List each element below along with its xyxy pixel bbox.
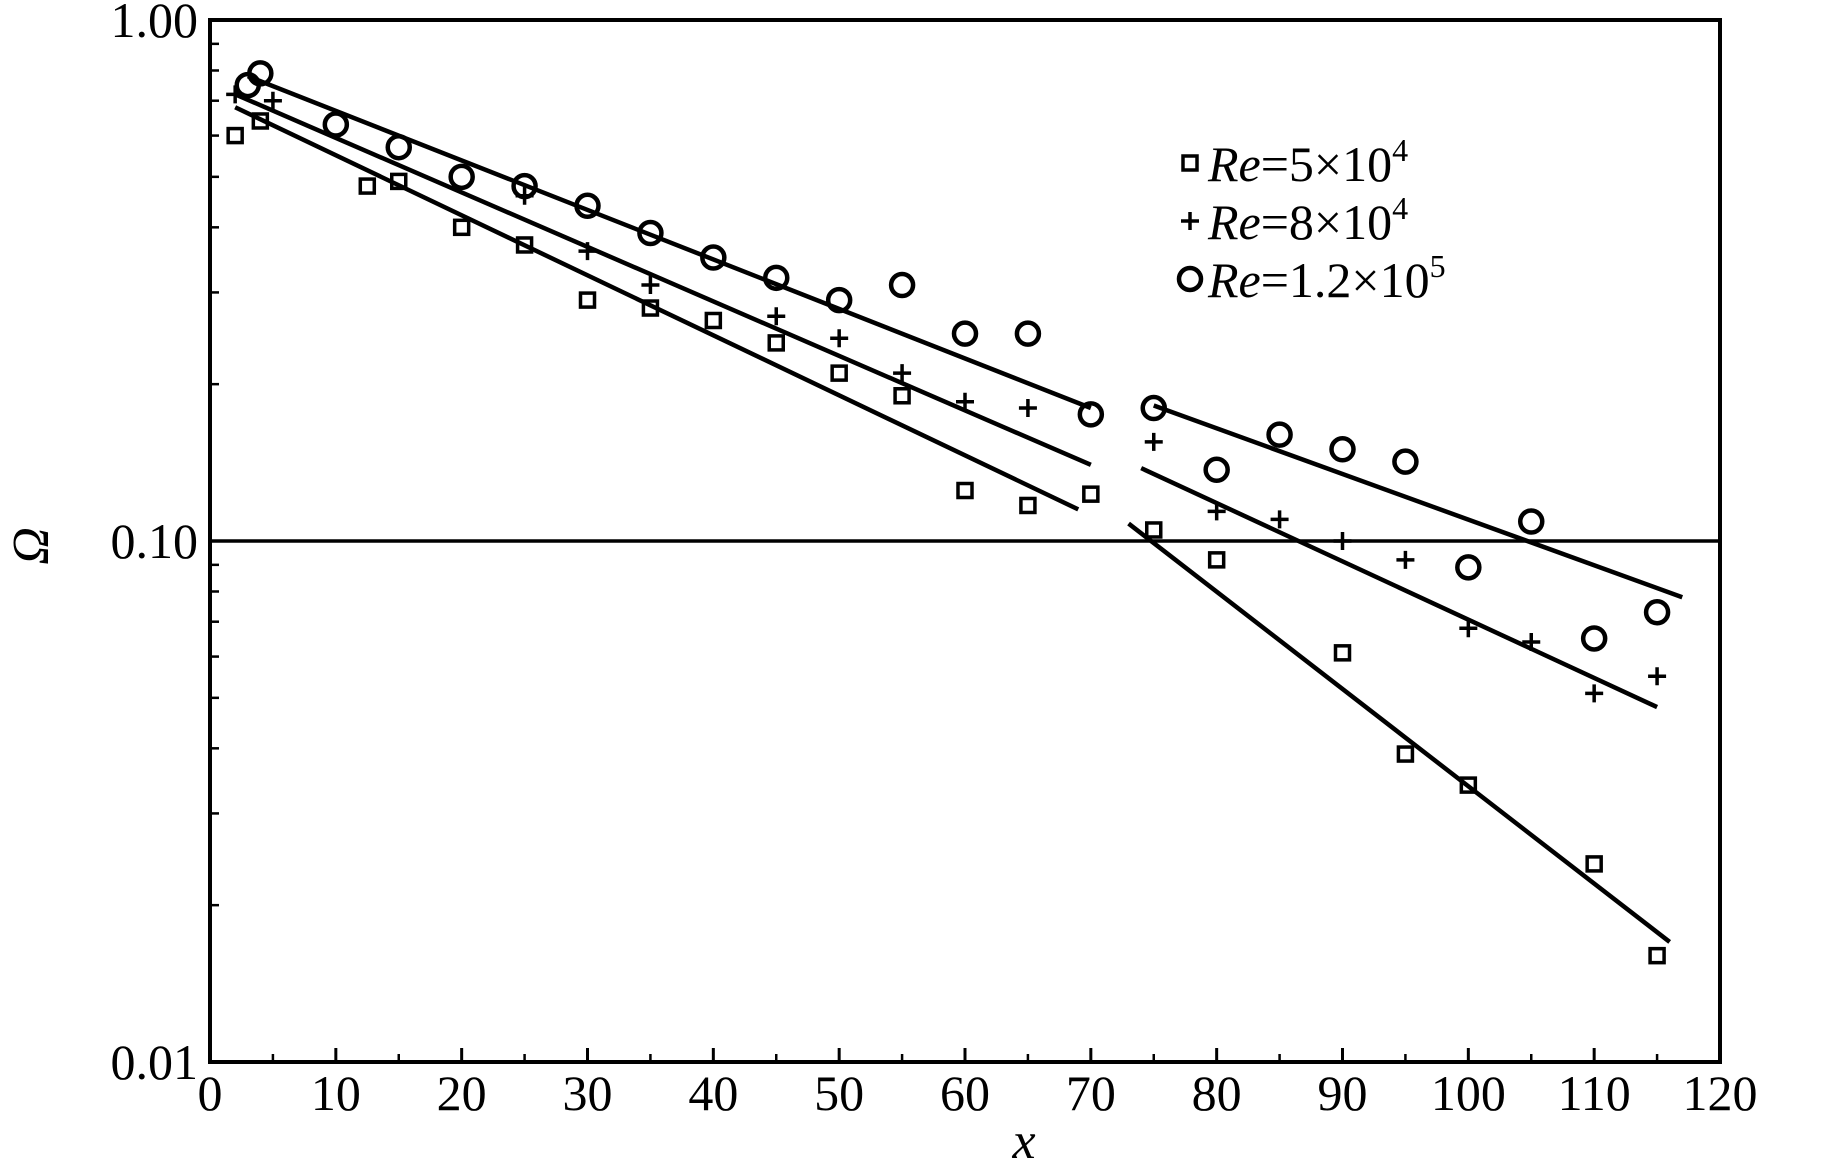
data-point-plus	[1207, 502, 1226, 521]
data-point-square	[226, 126, 244, 145]
data-point-circle	[951, 320, 979, 347]
data-point-circle	[448, 163, 475, 191]
data-point-plus	[893, 364, 912, 383]
data-point-square	[1207, 551, 1226, 569]
data-point-circle	[322, 111, 350, 138]
data-point-circle	[1077, 401, 1105, 428]
y-tick-label: 0.10	[111, 513, 199, 569]
x-tick-label: 30	[563, 1065, 613, 1121]
data-point-square	[1145, 521, 1163, 539]
data-point-plus	[1018, 399, 1037, 418]
x-tick-label: 80	[1192, 1065, 1242, 1121]
data-point-plus	[641, 276, 660, 295]
x-tick-label: 60	[940, 1065, 990, 1121]
data-point-plus	[1648, 667, 1667, 686]
data-point-circle	[700, 244, 727, 271]
x-tick-label: 70	[1066, 1065, 1116, 1121]
data-point-plus	[830, 329, 849, 348]
y-tick-label: 0.01	[111, 1034, 199, 1090]
data-point-square	[830, 364, 848, 382]
data-point-circle	[1580, 625, 1608, 652]
data-point-plus	[1459, 619, 1478, 638]
x-tick-label: 10	[311, 1065, 361, 1121]
x-axis-title: x	[1011, 1113, 1035, 1168]
data-point-square	[704, 311, 723, 330]
data-point-square	[1585, 855, 1603, 873]
data-point-circle	[1014, 320, 1042, 347]
data-point-plus	[1270, 510, 1289, 529]
data-point-square	[1333, 644, 1352, 662]
legend-marker-plus	[1181, 212, 1199, 230]
x-tick-label: 120	[1683, 1065, 1758, 1121]
fit-line	[1127, 521, 1672, 944]
data-point-plus	[767, 307, 786, 326]
data-point-circle	[385, 133, 412, 161]
data-point-square	[452, 218, 471, 237]
data-point-square	[641, 299, 660, 317]
x-tick-label: 90	[1318, 1065, 1368, 1121]
fit-line	[234, 92, 1092, 467]
x-tick-label: 110	[1558, 1065, 1631, 1121]
data-point-square	[1459, 776, 1478, 794]
data-point-circle	[1392, 448, 1419, 475]
data-point-plus	[1396, 550, 1415, 569]
data-point-square	[251, 112, 270, 130]
data-points-group	[226, 60, 1671, 965]
data-point-circle	[763, 264, 790, 292]
data-point-circle	[637, 219, 664, 247]
data-point-circle	[1140, 394, 1167, 422]
legend-marker-square	[1181, 154, 1199, 172]
y-tick-label: 1.00	[111, 0, 199, 48]
data-point-square	[956, 481, 974, 500]
fit-line	[246, 74, 1092, 411]
data-point-square	[390, 172, 408, 191]
legend-label: Re=1.2×105	[1207, 248, 1446, 308]
data-point-square	[1396, 745, 1415, 763]
data-point-circle	[1203, 456, 1230, 484]
data-point-circle	[1266, 421, 1293, 448]
x-tick-label: 0	[198, 1065, 223, 1121]
data-point-square	[1019, 496, 1037, 515]
fit-line	[1140, 466, 1659, 710]
data-point-plus	[1144, 432, 1163, 451]
x-tick-label: 50	[814, 1065, 864, 1121]
data-point-circle	[247, 60, 274, 87]
axes-group: 0 10 20 30 40 50 60 70 80 90 100 110 120 0.01 0.10 1.00	[111, 0, 1758, 1121]
data-point-plus	[578, 242, 597, 261]
data-point-circle	[574, 192, 601, 220]
data-point-circle	[825, 286, 853, 314]
data-point-square	[767, 334, 785, 352]
data-point-square	[1082, 485, 1100, 503]
data-point-circle	[1518, 508, 1545, 535]
y-axis-title: Ω	[3, 527, 60, 565]
data-point-plus	[956, 392, 974, 411]
data-point-circle	[1643, 598, 1671, 626]
data-point-circle	[888, 271, 916, 299]
data-point-circle	[1329, 436, 1356, 463]
data-point-plus	[1585, 684, 1604, 703]
legend-label: Re=5×104	[1207, 132, 1408, 192]
fit-lines-group	[234, 74, 1684, 944]
data-point-square	[515, 236, 534, 254]
data-point-circle	[1455, 554, 1482, 581]
data-point-plus	[1522, 632, 1541, 651]
data-point-square	[578, 291, 597, 309]
x-tick-label: 100	[1431, 1065, 1506, 1121]
data-point-square	[893, 387, 911, 405]
data-point-plus	[263, 91, 282, 110]
data-point-square	[1648, 946, 1666, 965]
x-tick-label: 40	[688, 1065, 738, 1121]
legend-marker-circle	[1176, 265, 1204, 293]
x-tick-label: 20	[437, 1065, 487, 1121]
data-point-square	[358, 177, 377, 195]
legend-label: Re=8×104	[1207, 190, 1408, 250]
fit-line	[1152, 403, 1684, 600]
data-point-circle	[511, 172, 538, 200]
